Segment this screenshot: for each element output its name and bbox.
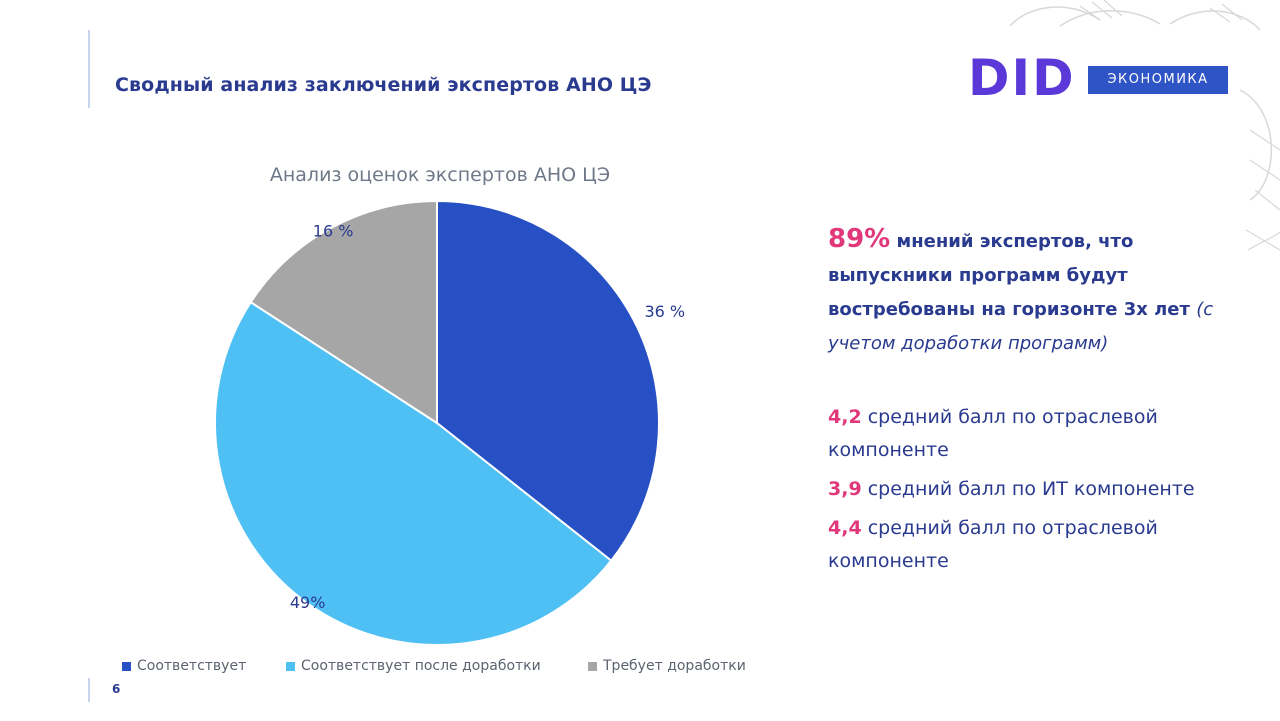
legend-label-needs-revision: Требует доработки (603, 658, 746, 674)
did-logo: DID (968, 49, 1076, 107)
highlight-text: мнений экспертов, что выпускники програм… (828, 231, 1190, 320)
header-accent-line (88, 30, 90, 108)
pie-slice-needs-revision (249, 199, 438, 425)
summary-panel: 89% мнений экспертов, что выпускники про… (828, 222, 1228, 578)
economics-logo: ЭКОНОМИКА (1088, 66, 1228, 94)
stats-list: 4,2 средний балл по отраслевой компонент… (828, 401, 1228, 578)
stat-text: средний балл по отраслевой компоненте (828, 406, 1158, 461)
stat-value: 3,9 (828, 478, 862, 500)
stat-item: 3,9 средний балл по ИТ компоненте (828, 473, 1228, 506)
data-label-matches: 36 % (644, 302, 685, 321)
highlight-block: 89% мнений экспертов, что выпускники про… (828, 222, 1228, 361)
data-label-after-revision: 49% (290, 593, 326, 612)
legend-swatch-matches (122, 661, 131, 671)
legend-swatch-needs-revision (588, 661, 597, 671)
legend-label-matches: Соответствует (137, 658, 247, 674)
stat-text: средний балл по ИТ компоненте (867, 478, 1195, 500)
stat-text: средний балл по отраслевой компоненте (828, 517, 1158, 572)
legend-swatch-after-revision (286, 661, 295, 671)
stat-item: 4,2 средний балл по отраслевой компонент… (828, 401, 1228, 467)
legend-label-after-revision: Соответствует после доработки (301, 658, 541, 674)
legend-item-matches: Соответствует (122, 658, 246, 674)
chart-title: Анализ оценок экспертов АНО ЦЭ (269, 164, 611, 186)
stat-value: 4,4 (828, 517, 862, 539)
data-label-needs-revision: 16 % (313, 221, 354, 240)
pie-slice-after-revision (214, 300, 613, 646)
stat-value: 4,2 (828, 406, 862, 428)
highlight-note: (с учетом доработки программ) (828, 299, 1214, 354)
pie-slice-matches (436, 199, 660, 563)
legend-item-needs-revision: Требует доработки (588, 658, 746, 674)
stat-item: 4,4 средний балл по отраслевой компонент… (828, 512, 1228, 578)
slide-title: Сводный анализ заключений экспертов АНО … (115, 74, 652, 96)
legend-item-after-revision: Соответствует после доработки (286, 658, 541, 674)
page-number: 6 (112, 682, 121, 696)
footer-accent-line (88, 678, 90, 702)
highlight-percentage: 89% (828, 224, 891, 254)
